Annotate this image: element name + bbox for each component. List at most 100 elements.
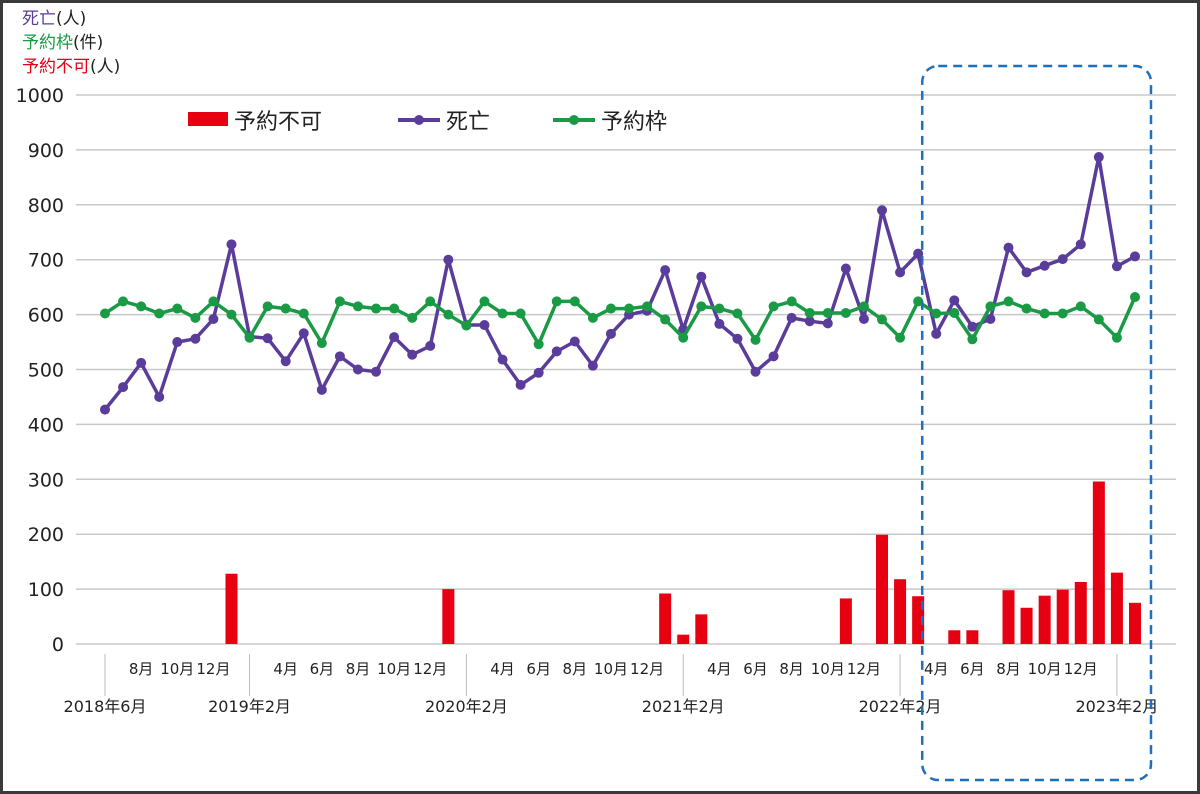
y-tick-label: 400 xyxy=(28,414,64,436)
y-tick-label: 100 xyxy=(28,579,64,601)
point-deaths xyxy=(768,351,779,362)
point-slots xyxy=(425,296,436,307)
bar xyxy=(966,630,979,644)
point-slots xyxy=(696,301,707,312)
x-tick-label: 4月 xyxy=(273,660,298,678)
point-deaths xyxy=(262,333,273,344)
y-tick-label: 500 xyxy=(28,360,64,382)
point-slots xyxy=(371,303,382,314)
unit-label-deaths-name: 死亡 xyxy=(22,9,56,29)
point-deaths xyxy=(587,360,598,371)
point-deaths xyxy=(190,333,201,344)
legend-label-unavailable: 予約不可 xyxy=(234,110,322,135)
point-deaths xyxy=(660,265,671,276)
point-slots xyxy=(714,303,725,314)
point-deaths xyxy=(949,295,960,306)
point-slots xyxy=(515,308,526,319)
point-deaths xyxy=(1021,267,1032,278)
bar xyxy=(1002,590,1015,644)
point-slots xyxy=(895,332,906,343)
line-slots xyxy=(104,296,1137,346)
x-tick-label: 8月 xyxy=(996,660,1021,678)
point-slots xyxy=(877,314,888,325)
point-deaths xyxy=(913,248,924,259)
y-tick-label: 700 xyxy=(28,250,64,272)
point-slots xyxy=(280,303,291,314)
point-deaths xyxy=(515,379,526,390)
point-deaths xyxy=(822,318,833,329)
point-deaths xyxy=(280,356,291,367)
unit-label-unavailable-unit: (人) xyxy=(90,57,120,77)
x-tick-label: 8月 xyxy=(346,660,371,678)
highlight-box xyxy=(920,64,1153,782)
point-deaths xyxy=(334,351,345,362)
point-slots xyxy=(407,312,418,323)
point-deaths xyxy=(967,321,978,332)
point-slots xyxy=(1003,296,1014,307)
point-deaths xyxy=(154,391,165,402)
point-deaths xyxy=(1093,152,1104,163)
point-deaths xyxy=(551,346,562,357)
x-tick-label: 8月 xyxy=(563,660,588,678)
bar xyxy=(1038,595,1051,644)
x-tick-label: 12月 xyxy=(196,660,230,678)
x-tick-label: 6月 xyxy=(310,660,335,678)
x-tick-label: 12月 xyxy=(630,660,664,678)
x-tick-label: 12月 xyxy=(413,660,447,678)
bar xyxy=(948,630,961,644)
point-deaths xyxy=(226,239,237,250)
point-slots xyxy=(732,308,743,319)
point-deaths xyxy=(696,271,707,282)
point-deaths xyxy=(1129,251,1140,262)
legend-marker-slots xyxy=(569,115,579,125)
point-slots xyxy=(461,320,472,331)
point-deaths xyxy=(895,267,906,278)
x-tick-label: 8月 xyxy=(129,660,154,678)
point-deaths xyxy=(497,354,508,365)
point-slots xyxy=(1111,332,1122,343)
point-slots xyxy=(551,296,562,307)
bar xyxy=(1092,481,1105,644)
point-slots xyxy=(1039,308,1050,319)
bar-series-unavailable xyxy=(225,481,1141,644)
legend: 予約不可 死亡 予約枠 xyxy=(188,110,667,135)
point-deaths xyxy=(858,313,869,324)
y-tick-label: 300 xyxy=(28,469,64,491)
point-deaths xyxy=(1039,260,1050,271)
unit-label-slots-unit: (件) xyxy=(73,33,103,53)
y-tick-labels: 0 100 200 300 400 500 600 700 800 900 1000 xyxy=(16,85,64,656)
y-tick-label: 0 xyxy=(52,634,64,656)
point-slots xyxy=(1093,314,1104,325)
point-deaths xyxy=(931,328,942,339)
point-deaths xyxy=(533,367,544,378)
point-slots xyxy=(569,296,580,307)
point-deaths xyxy=(804,316,815,327)
point-slots xyxy=(136,301,147,312)
bar xyxy=(677,634,690,644)
svg-text:予約枠(件): 予約枠(件) xyxy=(22,33,103,53)
point-deaths xyxy=(136,357,147,368)
point-slots xyxy=(931,308,942,319)
point-deaths xyxy=(840,263,851,274)
point-slots xyxy=(985,301,996,312)
y-tick-label: 200 xyxy=(28,524,64,546)
y-tick-label: 1000 xyxy=(16,85,64,107)
point-slots xyxy=(190,312,201,323)
x-tick-label: 12月 xyxy=(1064,660,1098,678)
y-tick-label: 900 xyxy=(28,140,64,162)
x-tick-label: 4月 xyxy=(707,660,732,678)
point-slots xyxy=(479,296,490,307)
point-deaths xyxy=(877,205,888,216)
point-slots xyxy=(624,303,635,314)
x-tick-label: 10月 xyxy=(377,660,411,678)
point-slots xyxy=(262,301,273,312)
x-tick-label: 10月 xyxy=(594,660,628,678)
bar xyxy=(876,534,889,644)
point-slots xyxy=(208,296,219,307)
point-slots xyxy=(768,301,779,312)
point-slots xyxy=(1129,292,1140,303)
point-deaths xyxy=(786,312,797,323)
point-slots xyxy=(100,308,110,319)
x-tick-label: 4月 xyxy=(490,660,515,678)
